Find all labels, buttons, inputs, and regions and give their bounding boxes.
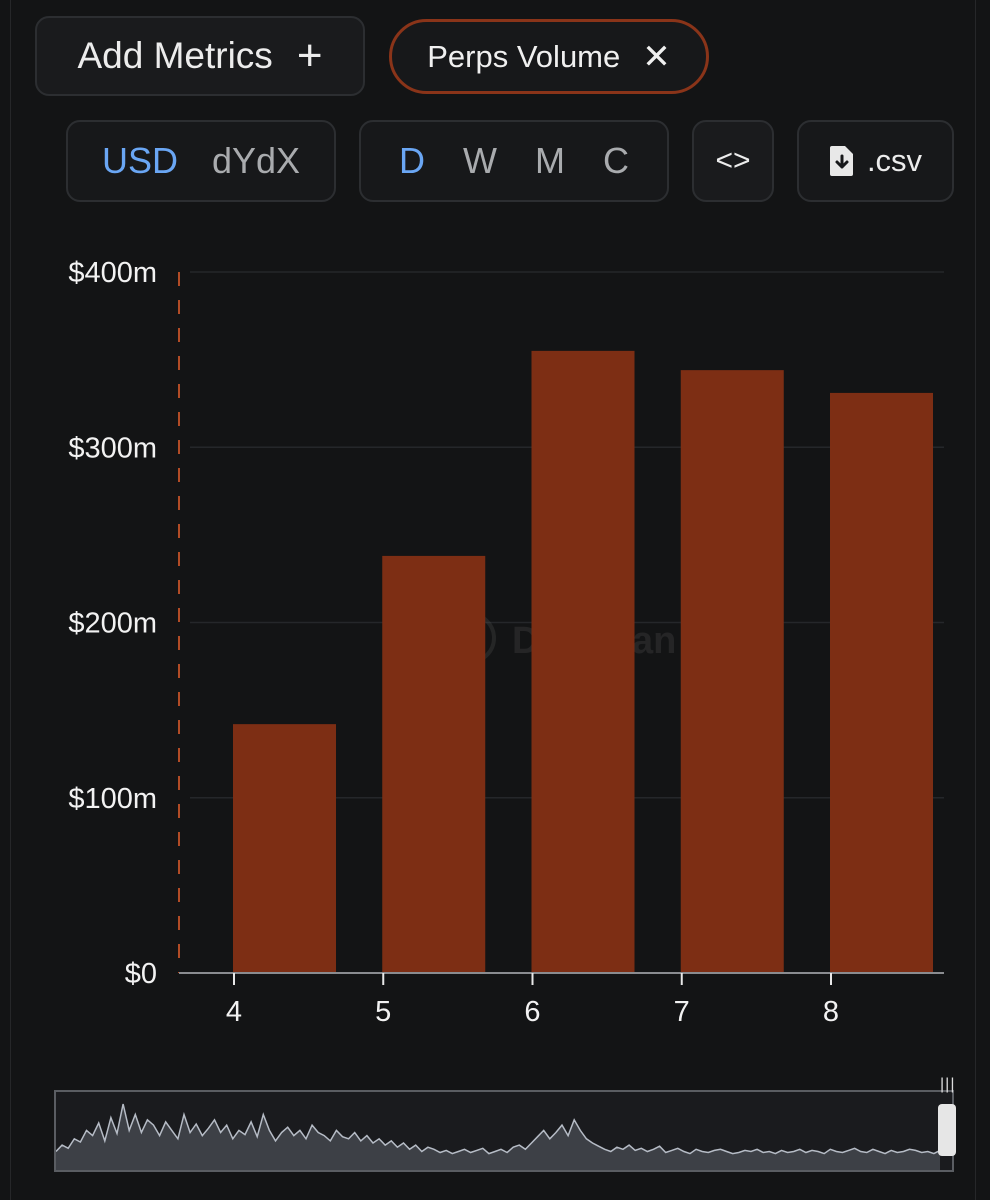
- bar[interactable]: [680, 370, 784, 973]
- bar[interactable]: [382, 555, 486, 973]
- csv-download-button[interactable]: .csv: [797, 120, 954, 202]
- bar[interactable]: [531, 350, 635, 973]
- period-toggle: D W M C: [359, 120, 669, 202]
- metric-chip-label: Perps Volume: [427, 38, 621, 74]
- period-option-day[interactable]: D: [399, 140, 425, 181]
- currency-toggle: USD dYdX: [66, 120, 336, 202]
- y-tick-label: $300m: [68, 432, 157, 464]
- navigator-grip-icon: |||: [940, 1076, 956, 1093]
- x-tick-label: 4: [226, 996, 242, 1028]
- period-option-week[interactable]: W: [463, 140, 497, 181]
- y-axis-ticks: $0 $100m $200m $300m $400m: [68, 257, 157, 990]
- x-axis-ticks: 4 5 6 7 8: [226, 973, 839, 1028]
- y-tick-label: $100m: [68, 783, 157, 815]
- embed-button[interactable]: <>: [692, 120, 774, 202]
- currency-option-usd[interactable]: USD: [101, 140, 178, 181]
- period-option-cumulative[interactable]: C: [602, 140, 629, 181]
- currency-option-dydx[interactable]: dYdX: [211, 140, 301, 181]
- svg-text:an: an: [632, 620, 676, 662]
- plus-icon: +: [296, 31, 323, 80]
- add-metrics-button[interactable]: Add Metrics +: [35, 16, 365, 96]
- x-tick-label: 6: [524, 996, 540, 1028]
- x-tick-label: 8: [823, 996, 839, 1028]
- bar[interactable]: [233, 724, 336, 973]
- y-tick-label: $200m: [68, 608, 157, 640]
- code-icon: <>: [715, 144, 751, 177]
- panel-right-border: [975, 0, 990, 1200]
- navigator-handle[interactable]: [938, 1104, 956, 1156]
- bar[interactable]: [830, 392, 933, 973]
- panel-left-border: [0, 0, 11, 1200]
- metric-chip-perps-volume[interactable]: Perps Volume ✕: [389, 19, 709, 94]
- range-navigator[interactable]: [54, 1090, 954, 1172]
- y-tick-label: $0: [125, 958, 157, 990]
- x-tick-label: 5: [375, 996, 391, 1028]
- y-tick-label: $400m: [68, 257, 157, 289]
- add-metrics-label: Add Metrics: [77, 35, 273, 76]
- file-download-icon: [829, 146, 853, 176]
- csv-label: .csv: [866, 143, 923, 178]
- period-option-month[interactable]: M: [534, 140, 565, 181]
- close-icon[interactable]: ✕: [642, 37, 671, 76]
- x-tick-label: 7: [674, 996, 690, 1028]
- navigator-sparkline: [55, 1103, 941, 1170]
- bars: [233, 350, 933, 973]
